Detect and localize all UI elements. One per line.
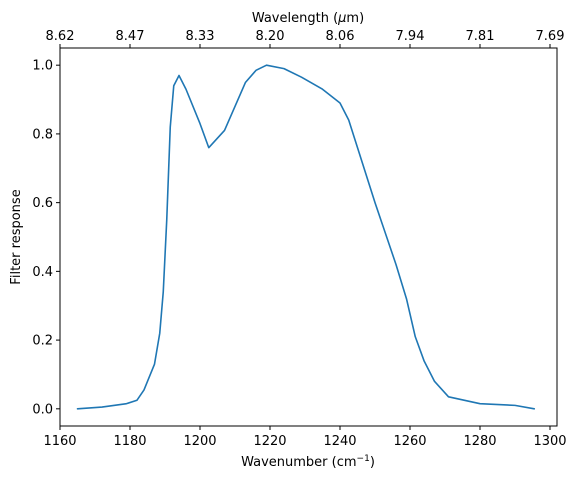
x-axis-ticks: 1160 1180 1200 1220 1240 1260 1280 1300 <box>43 426 567 449</box>
top-tick-label: 7.81 <box>466 29 495 44</box>
top-tick-label: 7.94 <box>396 29 425 44</box>
y-tick-label: 1.0 <box>32 59 53 74</box>
filter-response-line <box>76 64 536 410</box>
plot-area <box>59 47 558 427</box>
x-tick-label: 1180 <box>113 434 146 449</box>
y-tick-label: 0.0 <box>32 402 53 417</box>
top-axis-label: Wavelength (μm) <box>252 11 364 26</box>
top-tick-label: 8.62 <box>46 29 75 44</box>
top-tick-label: 8.06 <box>326 29 355 44</box>
x-axis-label: Wavenumber (cm−1) <box>241 454 375 470</box>
x-tick-label: 1220 <box>253 434 286 449</box>
y-axis-ticks: 0.0 0.2 0.4 0.6 0.8 1.0 <box>32 59 60 417</box>
x-tick-label: 1300 <box>533 434 566 449</box>
top-axis-ticks: 8.62 8.47 8.33 8.20 8.06 7.94 7.81 7.69 <box>46 29 565 48</box>
top-tick-label: 7.69 <box>536 29 565 44</box>
y-axis-label: Filter response <box>9 189 24 284</box>
top-tick-label: 8.47 <box>116 29 145 44</box>
x-tick-label: 1240 <box>323 434 356 449</box>
x-tick-label: 1200 <box>183 434 216 449</box>
y-tick-label: 0.4 <box>32 265 53 280</box>
series-group <box>76 64 536 410</box>
y-tick-label: 0.6 <box>32 196 53 211</box>
top-tick-label: 8.20 <box>256 29 285 44</box>
y-tick-label: 0.2 <box>32 334 53 349</box>
top-tick-label: 8.33 <box>186 29 215 44</box>
x-tick-label: 1280 <box>463 434 496 449</box>
y-tick-label: 0.8 <box>32 127 53 142</box>
x-tick-label: 1160 <box>43 434 76 449</box>
x-tick-label: 1260 <box>393 434 426 449</box>
